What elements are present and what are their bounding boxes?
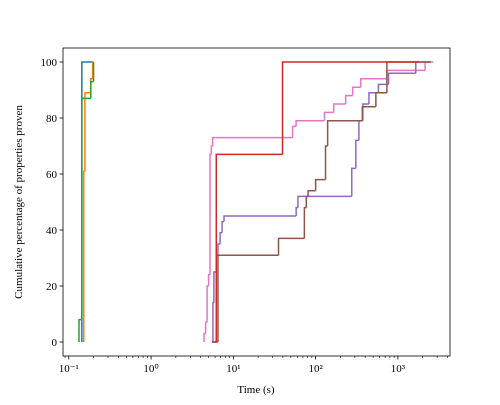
x-tick-label: 10² <box>308 363 323 375</box>
step-segment <box>386 69 426 79</box>
step-segment <box>323 111 334 121</box>
step-segment <box>314 178 326 191</box>
y-axis-label: Cumulative percentage of properties prov… <box>13 105 25 299</box>
y-tick-label: 80 <box>46 113 58 125</box>
x-tick-label: 10³ <box>391 363 406 375</box>
step-segment <box>344 94 353 104</box>
step-segment <box>295 120 325 127</box>
step-segment <box>90 80 94 99</box>
step-segment <box>211 136 293 146</box>
x-tick-label: 10⁰ <box>143 363 159 375</box>
step-segment <box>351 86 361 96</box>
step-segment <box>83 170 85 342</box>
step-segment <box>377 83 389 93</box>
step-segment <box>415 61 431 74</box>
step-segment <box>81 97 91 320</box>
step-segment <box>217 254 279 342</box>
y-tick-label: 40 <box>46 225 58 237</box>
step-segment <box>221 220 225 233</box>
step-segment <box>207 274 210 286</box>
y-tick-label: 20 <box>46 281 58 293</box>
step-segment <box>332 103 346 113</box>
y-tick-label: 100 <box>41 57 58 69</box>
step-segment <box>324 145 328 180</box>
step-segment <box>212 302 214 342</box>
step-segment <box>303 206 307 239</box>
step-segment <box>360 78 387 88</box>
step-segment <box>209 153 212 275</box>
y-tick-label: 0 <box>52 337 58 349</box>
step-segment <box>84 92 91 172</box>
step-segment <box>358 120 363 141</box>
step-segment <box>355 139 359 169</box>
step-segment <box>217 243 221 256</box>
step-segment <box>281 61 419 155</box>
step-segment <box>291 125 297 138</box>
step-segment <box>307 190 316 197</box>
x-axis-label: Time (s) <box>237 384 275 396</box>
step-segment <box>361 106 376 121</box>
step-segment <box>210 145 213 155</box>
step-segment <box>215 153 283 342</box>
step-segment <box>219 232 223 244</box>
step-segment <box>295 206 298 216</box>
step-segment <box>223 215 297 222</box>
step-segment <box>297 195 352 208</box>
step-segment <box>351 167 356 197</box>
step-segment <box>305 195 309 208</box>
step-segment <box>386 61 431 93</box>
step-segment <box>375 92 387 107</box>
step-segment <box>424 61 434 71</box>
y-tick-label: 60 <box>46 169 58 181</box>
step-segment <box>368 92 379 104</box>
step-segment <box>203 332 206 342</box>
x-tick-label: 10⁻¹ <box>59 363 79 375</box>
step-segment <box>213 271 217 303</box>
step-segment <box>204 321 208 334</box>
step-segment <box>326 120 363 146</box>
plot-frame <box>62 47 451 357</box>
step-segment <box>78 318 82 342</box>
step-segment <box>387 72 416 85</box>
step-segment <box>206 285 209 323</box>
step-segment <box>277 237 305 256</box>
x-tick-label: 10¹ <box>226 363 240 375</box>
